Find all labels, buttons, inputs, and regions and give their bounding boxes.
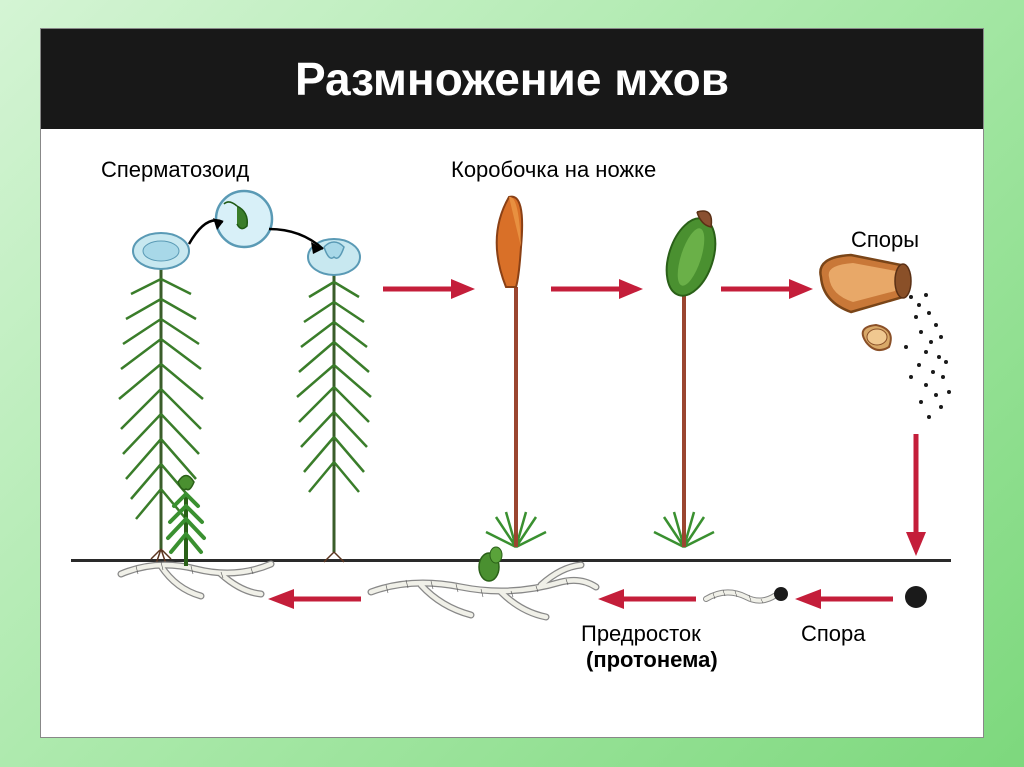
spore-icon	[896, 577, 936, 617]
label-spermatozoid: Сперматозоид	[101, 157, 249, 183]
label-protonema-alt: (протонема)	[586, 647, 718, 673]
arrow-2-icon	[551, 269, 646, 309]
arrow-5-icon	[793, 579, 893, 619]
diagram-area: Сперматозоид Коробочка на ножке Споры Сп…	[41, 129, 983, 739]
arrow-6-icon	[596, 579, 696, 619]
diagram-frame: Размножение мхов Сперматозоид Коробочка …	[40, 28, 984, 738]
spore-capsule-icon	[811, 247, 961, 447]
arrow-1-icon	[383, 269, 478, 309]
capsule-orange-icon	[471, 187, 561, 562]
arrow-3-icon	[721, 269, 816, 309]
arrow-4-icon	[896, 434, 936, 559]
protonema-icon	[361, 537, 601, 627]
diagram-title: Размножение мхов	[295, 52, 729, 106]
germinating-spore-icon	[701, 577, 791, 617]
title-bar: Размножение мхов	[41, 29, 983, 129]
fertilization-arrows-icon	[161, 204, 361, 304]
capsule-green-icon	[639, 187, 729, 562]
label-spore: Спора	[801, 621, 866, 647]
label-capsule: Коробочка на ножке	[451, 157, 656, 183]
young-moss-icon	[106, 464, 286, 619]
